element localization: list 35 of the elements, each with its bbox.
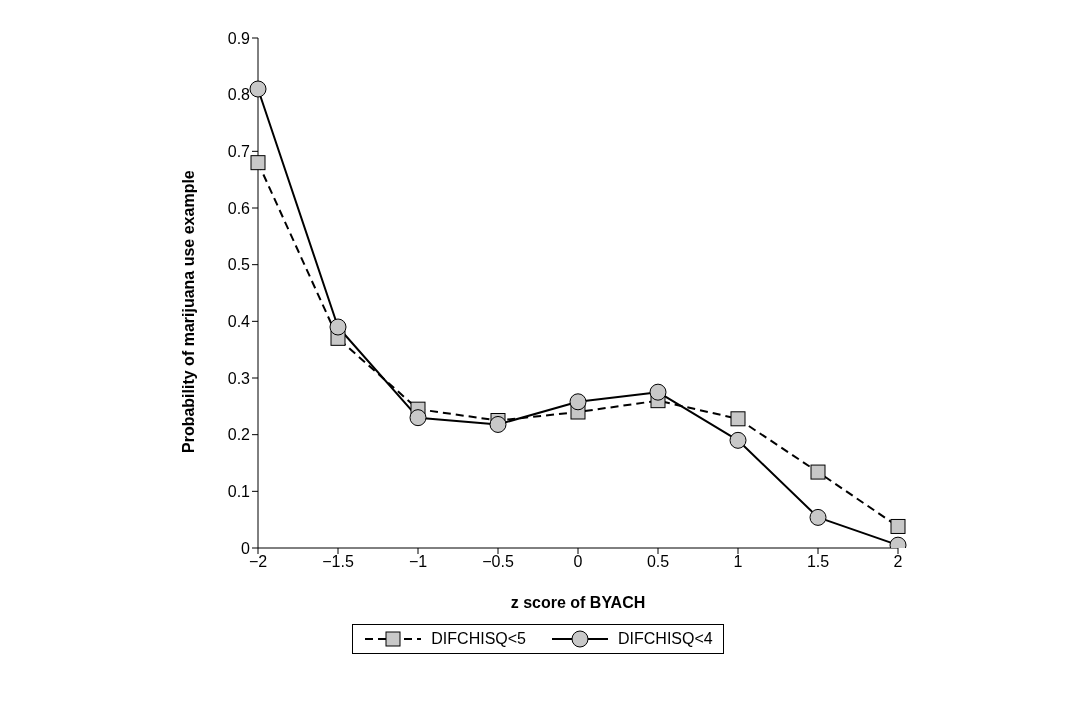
y-tick-label: 0	[241, 539, 251, 557]
point	[489, 415, 507, 433]
x-tick-label: −2	[248, 553, 268, 571]
point	[810, 464, 826, 480]
point	[730, 411, 746, 427]
y-tick-label: 0.6	[227, 199, 251, 217]
legend-label: DIFCHISQ<4	[618, 630, 713, 648]
y-tick-label: 0.9	[227, 29, 251, 47]
y-tick-label: 0.8	[227, 86, 251, 104]
x-axis-title: z score of BYACH	[510, 594, 646, 611]
y-tick-label: 0.2	[227, 426, 251, 444]
point	[729, 431, 747, 449]
x-tick-label: 2	[893, 553, 903, 571]
y-tick-label: 0.3	[227, 369, 251, 387]
y-tick-label: 0.4	[227, 313, 251, 331]
legend-label: DIFCHISQ<5	[431, 630, 526, 648]
point	[569, 393, 587, 411]
point	[890, 518, 906, 534]
point	[809, 508, 827, 526]
x-tick-label: −0.5	[482, 553, 514, 571]
y-tick-label: 0.5	[227, 256, 251, 274]
x-tick-label: −1	[408, 553, 428, 571]
x-tick-label: 1	[733, 553, 743, 571]
x-tick-label: 0.5	[646, 553, 670, 571]
x-tick-label: −1.5	[322, 553, 354, 571]
point	[649, 383, 667, 401]
y-tick-label: 0.1	[227, 483, 251, 501]
x-tick-label: 1.5	[806, 553, 830, 571]
point	[249, 80, 267, 98]
y-axis-title: Probability of marijuana use example	[179, 170, 197, 453]
point	[409, 409, 427, 427]
y-tick-label: 0.7	[227, 143, 251, 161]
point	[250, 155, 266, 171]
point	[329, 318, 347, 336]
x-tick-label: 0	[573, 553, 583, 571]
